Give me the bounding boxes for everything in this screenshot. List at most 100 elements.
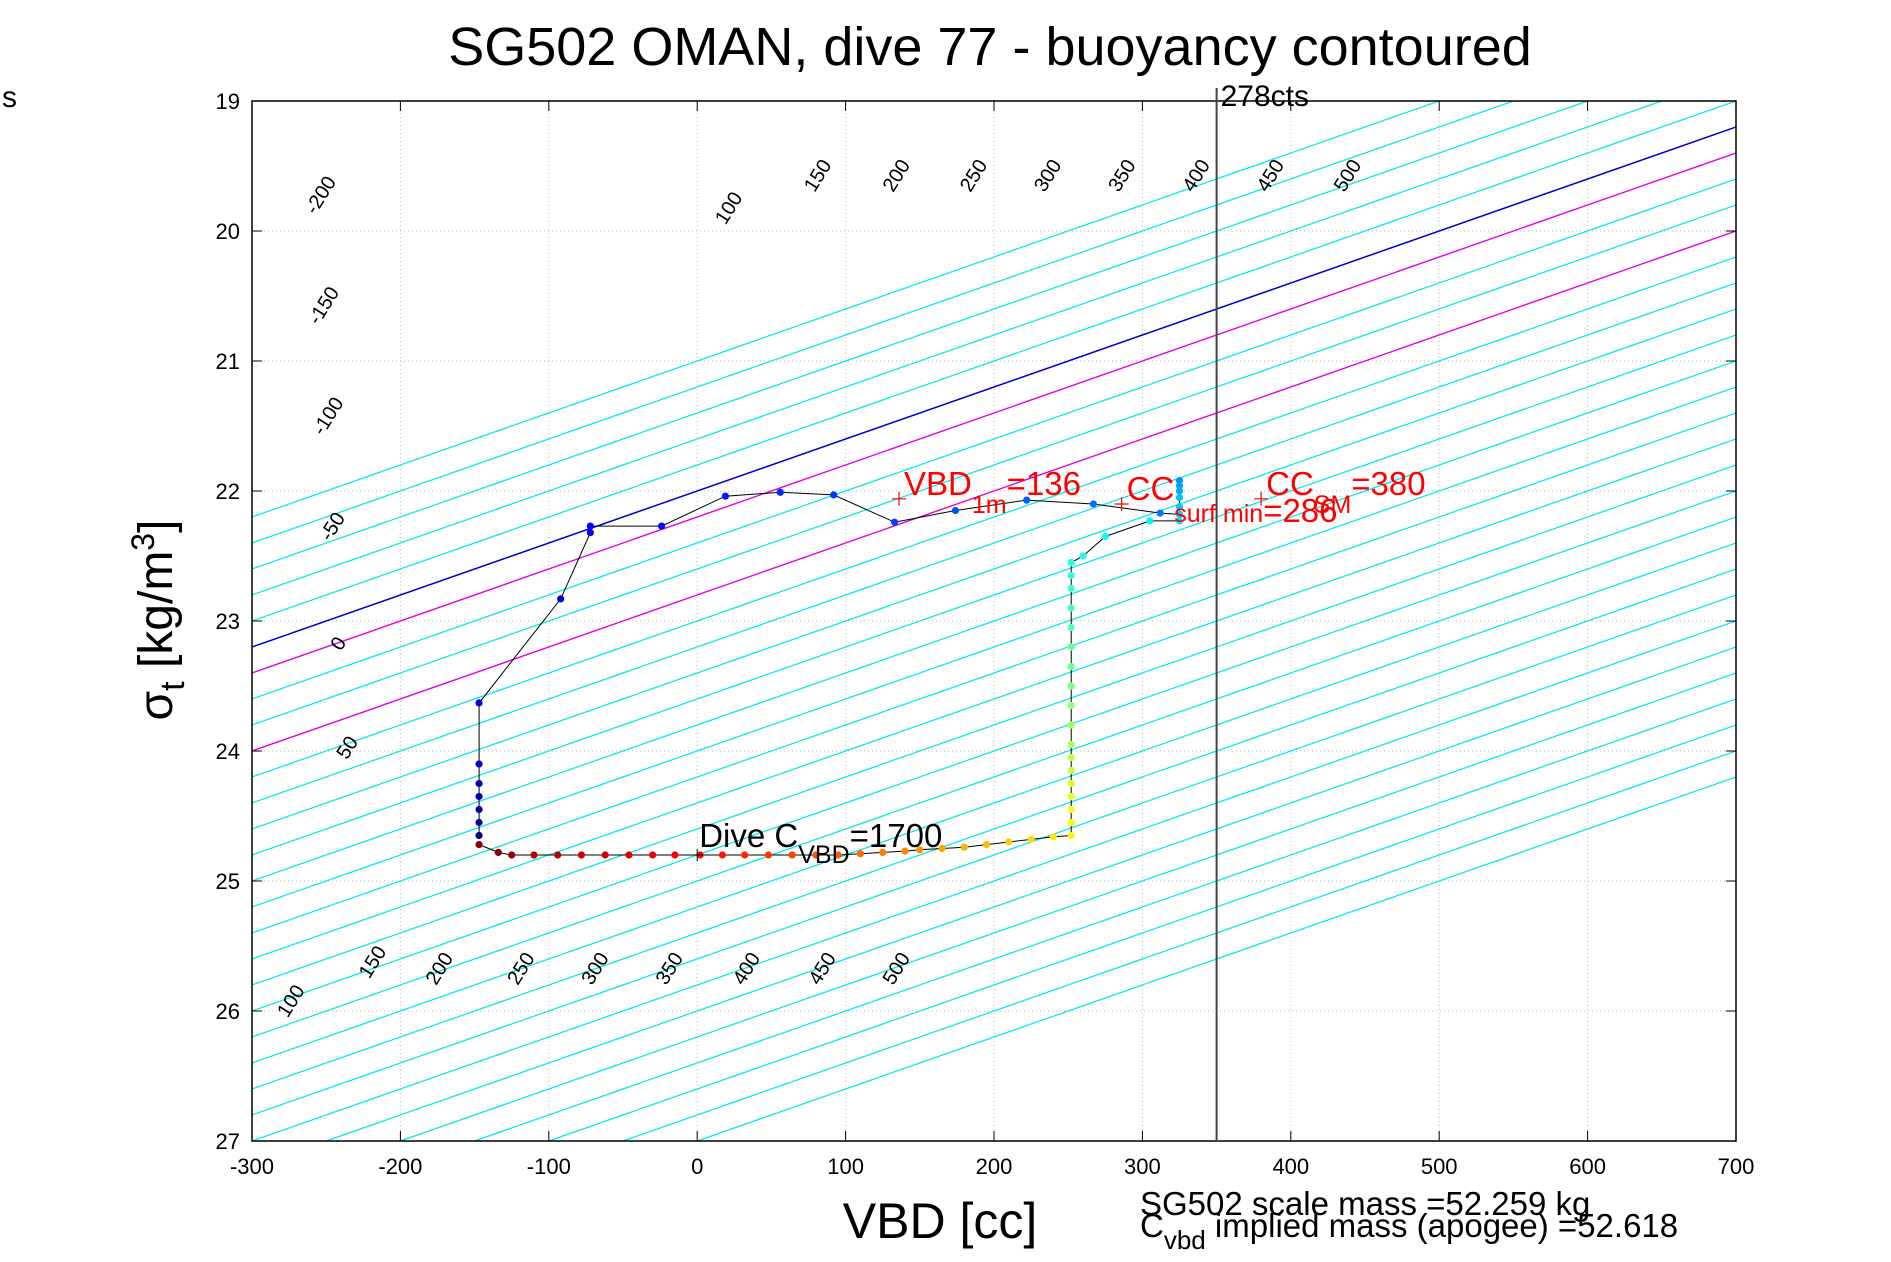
contour-label: 100 [273, 981, 309, 1021]
profile-point [1175, 487, 1184, 495]
contour-line [252, 126, 1736, 648]
profile-point [776, 488, 784, 496]
profile-point [830, 491, 838, 499]
contour-label: 150 [800, 156, 836, 196]
profile-point [601, 851, 609, 859]
contour-line [697, 776, 1736, 1141]
profile-point [475, 779, 483, 788]
x-tick-label: 100 [827, 1154, 864, 1179]
x-tick-label: 600 [1569, 1154, 1606, 1179]
contour-label: 350 [652, 949, 688, 989]
profile-point [1175, 482, 1184, 490]
y-tick-label: 23 [216, 609, 240, 634]
x-tick-label: -100 [527, 1154, 571, 1179]
profile-point [788, 851, 796, 859]
y-tick-label: 24 [216, 739, 240, 764]
y-axis-label: σt [kg/m3] [125, 520, 192, 721]
contour-label: 500 [879, 949, 915, 989]
profile-point [1067, 662, 1075, 671]
y-tick-label: 25 [216, 869, 240, 894]
profile-point [475, 699, 483, 707]
contour-line [252, 101, 1514, 544]
contour-line [252, 101, 1440, 518]
x-axis-label: VBD [cc] [843, 1193, 1037, 1249]
profile-point [812, 851, 820, 859]
profile-point [475, 805, 483, 814]
contour-line [252, 101, 1662, 596]
contour-label: -50 [316, 509, 350, 545]
contour-label: 250 [956, 156, 992, 196]
contour-line [252, 152, 1736, 674]
estimate-marker [1114, 497, 1129, 511]
profile-point [1067, 571, 1075, 580]
dive-label-sub: VBD [798, 841, 849, 869]
estimate-label-sub: 1m [972, 491, 1007, 519]
contour-label: 300 [1030, 156, 1066, 196]
estimate-label: CCsurf min=286 [1127, 470, 1338, 529]
counts-line-label: 278cts [1221, 80, 1309, 113]
y-tick-label: 26 [216, 999, 240, 1024]
contour-line [548, 724, 1736, 1141]
profile-point [1175, 477, 1184, 485]
profile-point [1175, 493, 1184, 502]
contour-line [252, 204, 1736, 726]
profile-point [1101, 532, 1109, 541]
profile-point [475, 760, 483, 768]
profile-point [1067, 701, 1075, 710]
profile-point [1067, 779, 1075, 788]
footer-implied-tail: implied mass (apogee) =52.618 [1206, 1207, 1678, 1244]
profile-point [1067, 604, 1075, 612]
contour-label: 100 [711, 188, 747, 228]
axis-ticks: -300 -200 -100 0 100 200 300 400 500 600 700192021… [216, 89, 1755, 1179]
profile-point [718, 851, 727, 859]
y-axis-sup: 3 [125, 533, 161, 551]
profile-point [475, 831, 483, 840]
profile-point [586, 522, 594, 530]
profile-point [916, 846, 924, 854]
contour-line [252, 516, 1736, 1038]
estimate-label-main: CC [1127, 470, 1175, 507]
profile-point [879, 848, 887, 857]
contour-line [252, 256, 1736, 778]
y-tick-label: 19 [216, 89, 240, 114]
profile-point [1067, 792, 1075, 801]
estimate-marker [1254, 491, 1269, 506]
x-tick-label: 500 [1421, 1154, 1458, 1179]
contour-line [400, 672, 1736, 1141]
contour-line [252, 230, 1736, 752]
contour-label: 300 [577, 949, 613, 989]
estimate-label-sub: surf min [1174, 500, 1263, 528]
profile-point [1175, 510, 1184, 518]
footer-implied-main: C [1140, 1207, 1164, 1244]
contour-label: 50 [333, 733, 363, 764]
profile-point [1067, 818, 1075, 827]
profile-point [657, 522, 666, 530]
estimate-label-value: =286 [1263, 492, 1337, 529]
profile-point [586, 529, 594, 537]
profile-point [938, 844, 946, 853]
contour-label: -100 [309, 394, 349, 440]
contour-label: 200 [422, 949, 458, 989]
x-tick-label: 0 [691, 1154, 703, 1179]
dive-marker [691, 849, 704, 861]
profile-point [554, 851, 562, 859]
x-tick-label: 200 [976, 1154, 1013, 1179]
profile-point [1146, 517, 1154, 525]
profile-point [1027, 835, 1035, 844]
contour-line [326, 646, 1736, 1141]
profile-point [508, 851, 516, 859]
profile-point [1079, 552, 1087, 560]
profile-point [901, 847, 909, 855]
contour-label: 0 [327, 633, 352, 654]
footer-scale-mass: SG502 scale mass =52.259 kg [1140, 1185, 1590, 1222]
footer-implied-mass: Cvbd implied mass (apogee) =52.618 [1140, 1207, 1678, 1255]
contour-label: 350 [1104, 156, 1140, 196]
contour-line [252, 594, 1736, 1116]
contour-label: 200 [879, 156, 915, 196]
profile-point [1067, 623, 1075, 632]
x-tick-label: -200 [378, 1154, 422, 1179]
x-tick-label: 300 [1124, 1154, 1161, 1179]
profile-point [1067, 584, 1075, 593]
profile-point [1049, 833, 1057, 841]
